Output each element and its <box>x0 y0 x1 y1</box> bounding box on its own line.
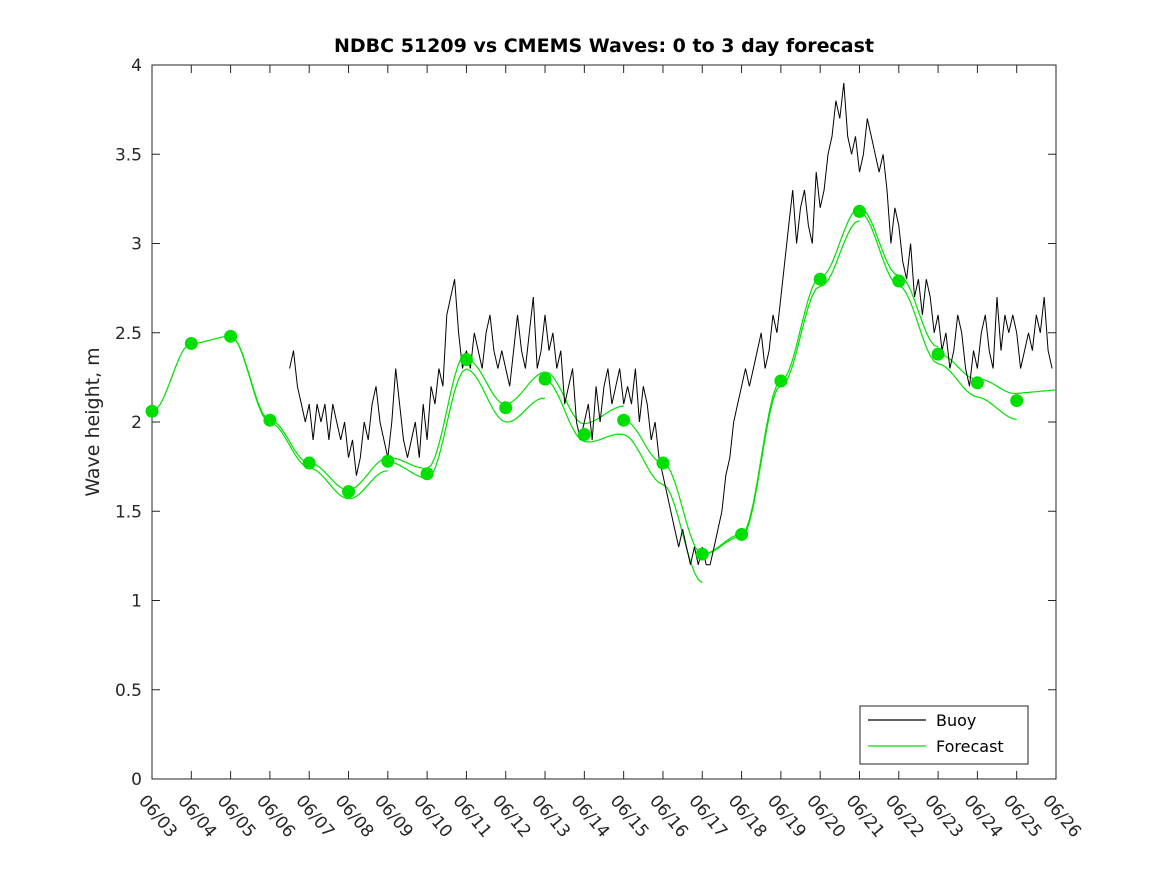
x-tick-label: 06/24 <box>960 791 1007 841</box>
legend-buoy-label: Buoy <box>936 711 976 730</box>
forecast-run-line <box>544 378 703 584</box>
forecast-point <box>538 372 552 386</box>
x-tick-label: 06/23 <box>920 791 967 841</box>
x-tick-label: 06/16 <box>645 791 692 841</box>
forecast-run-line <box>387 368 546 480</box>
forecast-run-line <box>859 210 1017 421</box>
forecast-point <box>931 347 945 361</box>
x-tick-label: 06/12 <box>488 791 535 841</box>
forecast-point <box>420 467 434 481</box>
y-axis-label: Wave height, m <box>82 347 104 496</box>
forecast-point <box>656 456 670 470</box>
forecast-point <box>145 404 159 418</box>
x-tick-label: 06/19 <box>763 791 810 841</box>
legend-box <box>859 705 1029 765</box>
y-tick-label: 2.5 <box>115 324 142 344</box>
chart-title: NDBC 51209 vs CMEMS Waves: 0 to 3 day fo… <box>334 35 874 57</box>
y-tick-label: 3 <box>131 235 142 255</box>
x-tick-label: 06/21 <box>842 791 889 841</box>
x-tick-label: 06/14 <box>567 791 614 841</box>
x-tick-label: 06/15 <box>606 791 653 841</box>
forecast-point <box>892 274 906 288</box>
x-tick-label: 06/06 <box>252 791 299 841</box>
y-tick-label: 4 <box>131 56 142 76</box>
forecast-point <box>970 376 984 390</box>
forecast-marker-group <box>145 204 1024 561</box>
x-tick-label: 06/05 <box>213 791 260 841</box>
forecast-point <box>499 401 513 415</box>
y-tick-label: 3.5 <box>115 145 142 165</box>
forecast-run-line <box>938 353 1057 394</box>
plot-area <box>145 64 1057 780</box>
buoy-trace-group <box>289 82 1053 566</box>
y-tick-label: 2 <box>131 413 142 433</box>
x-tick-label: 06/07 <box>291 791 338 841</box>
forecast-point <box>617 413 631 427</box>
forecast-point <box>735 527 749 541</box>
y-tick-label: 1 <box>131 592 142 612</box>
forecast-point <box>224 329 238 343</box>
forecast-point <box>774 374 788 388</box>
forecast-point <box>342 485 356 499</box>
y-tick-label: 0 <box>131 770 142 790</box>
x-tick-label: 06/22 <box>881 791 928 841</box>
axes-box <box>151 64 1057 780</box>
x-tick-label: 06/26 <box>1038 791 1085 841</box>
x-tick-label: 06/10 <box>409 791 456 841</box>
forecast-point <box>302 456 316 470</box>
x-tick-label: 06/08 <box>331 791 378 841</box>
forecast-point <box>459 353 473 367</box>
x-tick-label: 06/20 <box>802 791 849 841</box>
x-tick-label: 06/25 <box>999 791 1046 841</box>
buoy-line <box>289 82 1053 566</box>
forecast-point <box>813 272 827 286</box>
x-tick-label: 06/09 <box>370 791 417 841</box>
forecast-point <box>852 204 866 218</box>
forecast-point <box>184 336 198 350</box>
y-axis: 0 0.5 1 1.5 2 2.5 3 3.5 4 <box>115 56 1056 790</box>
x-tick-label: 06/17 <box>684 791 731 841</box>
forecast-point <box>381 454 395 468</box>
x-tick-label: 06/18 <box>724 791 771 841</box>
x-tick-label: 06/04 <box>173 791 220 841</box>
forecast-point <box>263 413 277 427</box>
forecast-point <box>695 547 709 561</box>
x-tick-label: 06/03 <box>134 791 181 841</box>
x-tick-label: 06/13 <box>527 791 574 841</box>
forecast-run-line <box>466 358 624 425</box>
legend: Buoy Forecast <box>859 705 1029 765</box>
forecast-point <box>577 427 591 441</box>
y-tick-label: 1.5 <box>115 502 142 522</box>
legend-forecast-label: Forecast <box>936 737 1004 756</box>
y-tick-label: 0.5 <box>115 681 142 701</box>
x-tick-label: 06/11 <box>449 791 496 841</box>
forecast-point <box>1010 394 1024 408</box>
